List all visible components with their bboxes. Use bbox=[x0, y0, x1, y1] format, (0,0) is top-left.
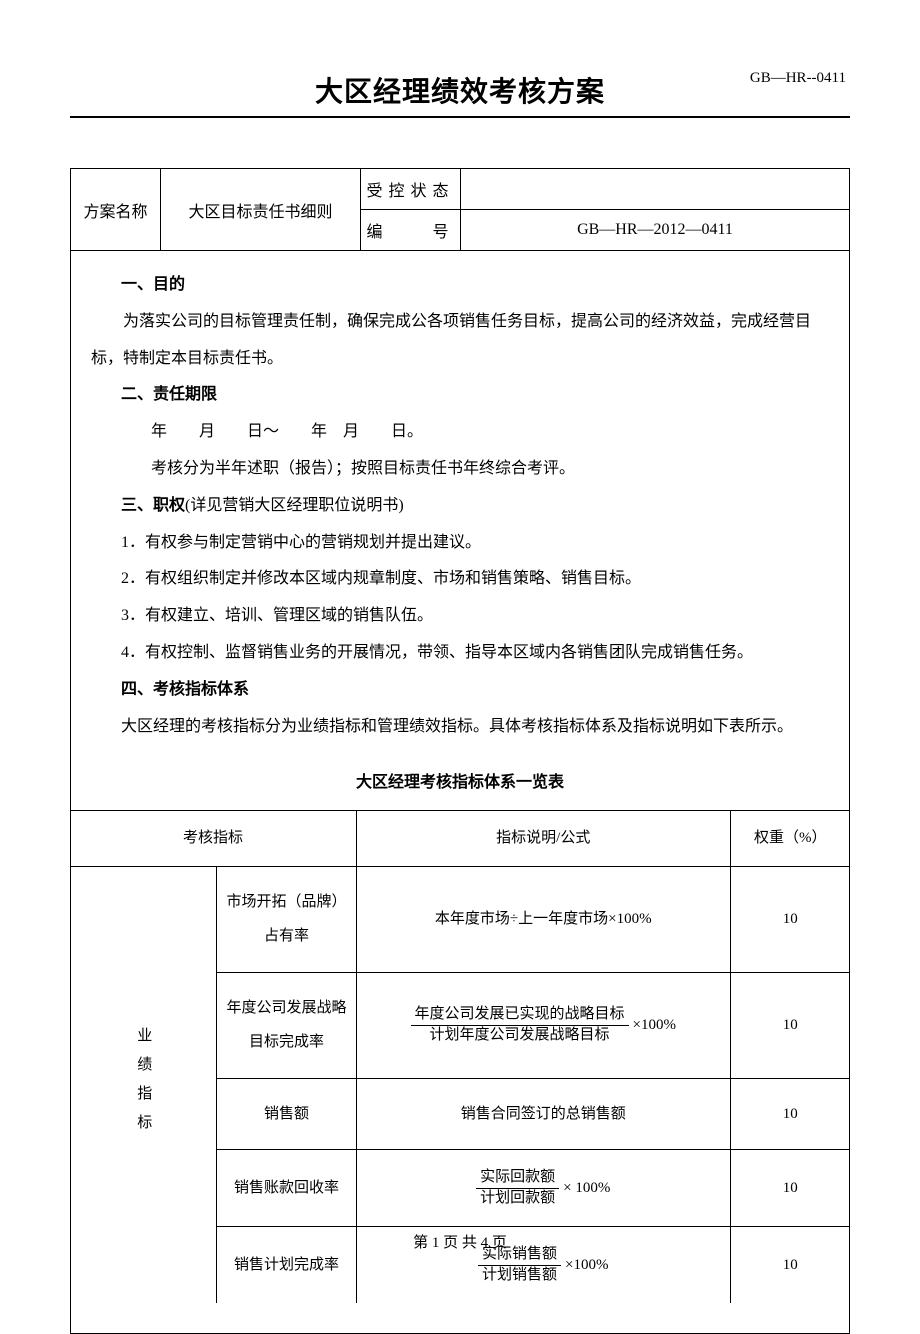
plan-name-label: 方案名称 bbox=[71, 169, 161, 251]
metrics-row-1: 业绩指标 市场开拓（品牌）占有率 本年度市场÷上一年度市场×100% 10 bbox=[70, 866, 850, 972]
metric-2-weight: 10 bbox=[730, 972, 850, 1078]
section-2-heading: 二、责任期限 bbox=[121, 377, 829, 414]
control-status-label: 受控状态 bbox=[361, 169, 461, 210]
section-1-para: 为落实公司的目标管理责任制，确保完成公各项销售任务目标，提高公司的经济效益，完成… bbox=[91, 304, 829, 378]
metric-3-formula: 销售合同签订的总销售额 bbox=[357, 1078, 731, 1150]
fraction: 实际回款额 计划回款额 bbox=[476, 1168, 559, 1208]
col-header-metric: 考核指标 bbox=[70, 811, 357, 867]
section-2-line-2: 考核分为半年述职（报告）；按照目标责任书年终综合考评。 bbox=[151, 451, 829, 488]
metric-2-formula: 年度公司发展已实现的战略目标 计划年度公司发展战略目标 ×100% bbox=[357, 972, 731, 1078]
formula-suffix: ×100% bbox=[633, 1017, 676, 1033]
fraction-bottom: 计划销售额 bbox=[478, 1266, 561, 1286]
metric-1-formula: 本年度市场÷上一年度市场×100% bbox=[357, 866, 731, 972]
fraction-top: 年度公司发展已实现的战略目标 bbox=[411, 1005, 629, 1026]
section-3-item-3: 3．有权建立、培训、管理区域的销售队伍。 bbox=[121, 598, 829, 635]
section-3-item-1: 1．有权参与制定营销中心的营销规划并提出建议。 bbox=[121, 525, 829, 562]
metric-4-name: 销售账款回收率 bbox=[217, 1150, 357, 1227]
page-footer: 第 1 页 共 4 页 bbox=[0, 1231, 920, 1252]
section-1-heading: 一、目的 bbox=[121, 267, 829, 304]
metric-4-weight: 10 bbox=[730, 1150, 850, 1227]
formula-suffix: ×100% bbox=[565, 1257, 608, 1273]
body-row: 一、目的 为落实公司的目标管理责任制，确保完成公各项销售任务目标，提高公司的经济… bbox=[71, 251, 850, 1334]
section-3-item-4: 4．有权控制、监督销售业务的开展情况，带领、指导本区域内各销售团队完成销售任务。 bbox=[121, 635, 829, 672]
formula-suffix: × 100% bbox=[563, 1180, 610, 1196]
meta-row-1: 方案名称 大区目标责任书细则 受控状态 bbox=[71, 169, 850, 210]
metric-2-name: 年度公司发展战略目标完成率 bbox=[217, 972, 357, 1078]
metric-3-name: 销售额 bbox=[217, 1078, 357, 1150]
fraction-bottom: 计划年度公司发展战略目标 bbox=[411, 1026, 629, 1046]
fraction-bottom: 计划回款额 bbox=[476, 1189, 559, 1209]
col-header-weight: 权重（%） bbox=[730, 811, 850, 867]
section-3-heading: 三、职权(详见营销大区经理职位说明书) bbox=[121, 488, 829, 525]
metric-3-weight: 10 bbox=[730, 1078, 850, 1150]
fraction: 年度公司发展已实现的战略目标 计划年度公司发展战略目标 bbox=[411, 1005, 629, 1045]
inner-table-title: 大区经理考核指标体系一览表 bbox=[91, 765, 829, 802]
section-3-item-2: 2．有权组织制定并修改本区域内规章制度、市场和销售策略、销售目标。 bbox=[121, 561, 829, 598]
doc-code: GB—HR--0411 bbox=[750, 70, 846, 87]
main-table: 方案名称 大区目标责任书细则 受控状态 编 号 GB—HR—2012—0411 … bbox=[70, 168, 850, 1334]
body-cell: 一、目的 为落实公司的目标管理责任制，确保完成公各项销售任务目标，提高公司的经济… bbox=[71, 251, 850, 1334]
section-4-para: 大区经理的考核指标分为业绩指标和管理绩效指标。具体考核指标体系及指标说明如下表所… bbox=[121, 709, 829, 746]
section-2-line-1: 年 月 日～ 年 月 日。 bbox=[151, 414, 829, 451]
metrics-table: 考核指标 指标说明/公式 权重（%） 业绩指标 市场开拓（品牌）占有率 本年度市… bbox=[70, 810, 850, 1303]
metric-1-name: 市场开拓（品牌）占有率 bbox=[217, 866, 357, 972]
doc-number-value: GB—HR—2012—0411 bbox=[461, 210, 850, 251]
metric-4-formula: 实际回款额 计划回款额 × 100% bbox=[357, 1150, 731, 1227]
section-4-heading: 四、考核指标体系 bbox=[121, 672, 829, 709]
col-header-formula: 指标说明/公式 bbox=[357, 811, 731, 867]
metric-1-weight: 10 bbox=[730, 866, 850, 972]
section-3-heading-bold: 三、职权 bbox=[121, 497, 185, 514]
doc-number-label: 编 号 bbox=[361, 210, 461, 251]
metrics-header-row: 考核指标 指标说明/公式 权重（%） bbox=[70, 811, 850, 867]
plan-name-value: 大区目标责任书细则 bbox=[161, 169, 361, 251]
doc-title: 大区经理绩效考核方案 bbox=[70, 70, 850, 110]
control-status-value bbox=[461, 169, 850, 210]
page-header: 大区经理绩效考核方案 GB—HR--0411 bbox=[70, 70, 850, 118]
section-3-heading-note: (详见营销大区经理职位说明书) bbox=[185, 497, 404, 514]
fraction-top: 实际回款额 bbox=[476, 1168, 559, 1189]
